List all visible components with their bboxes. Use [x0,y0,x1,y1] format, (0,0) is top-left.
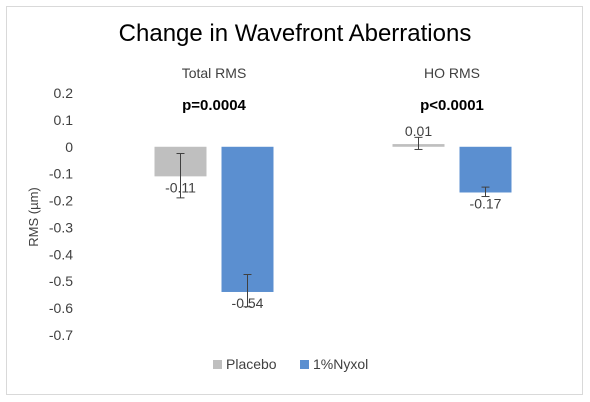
y-tick-label: -0.7 [49,327,73,343]
y-tick-label: -0.5 [49,273,73,289]
p-value-label: p=0.0004 [182,97,246,114]
legend-swatch [213,360,222,369]
y-tick-label: 0 [65,139,73,155]
chart-frame: Change in Wavefront Aberrations RMS (µm)… [6,6,583,395]
legend-label: Placebo [226,356,277,372]
y-tick-label: -0.3 [49,219,73,235]
data-label: -0.17 [470,195,502,211]
y-ticks: 0.2 0.1 0 -0.1 -0.2 -0.3 -0.4 -0.5 -0.6 -0.7 [49,85,73,343]
annotations: Total RMS p=0.0004 -0.11 -0.54 HO RMS p<0.000… [165,65,502,311]
y-tick-label: -0.4 [49,246,73,262]
bar [459,146,512,193]
y-tick-label: 0.1 [54,112,74,128]
category-label: Total RMS [182,65,247,81]
legend-swatch [300,360,309,369]
bars [154,136,512,308]
chart-svg: Change in Wavefront Aberrations RMS (µm)… [26,20,512,372]
y-tick-label: -0.2 [49,193,73,209]
bar [221,146,274,292]
legend-label: 1%Nyxol [313,356,368,372]
chart-title: Change in Wavefront Aberrations [119,20,472,47]
y-tick-label: -0.1 [49,166,73,182]
p-value-label: p<0.0001 [420,97,484,114]
y-tick-label: 0.2 [54,85,74,101]
data-label: -0.11 [165,179,196,195]
y-axis-title: RMS (µm) [26,187,41,246]
y-tick-label: -0.6 [49,300,73,316]
category-label: HO RMS [424,65,480,81]
data-label: 0.01 [405,123,432,139]
data-label: -0.54 [232,295,264,311]
legend: Placebo 1%Nyxol [213,356,368,372]
